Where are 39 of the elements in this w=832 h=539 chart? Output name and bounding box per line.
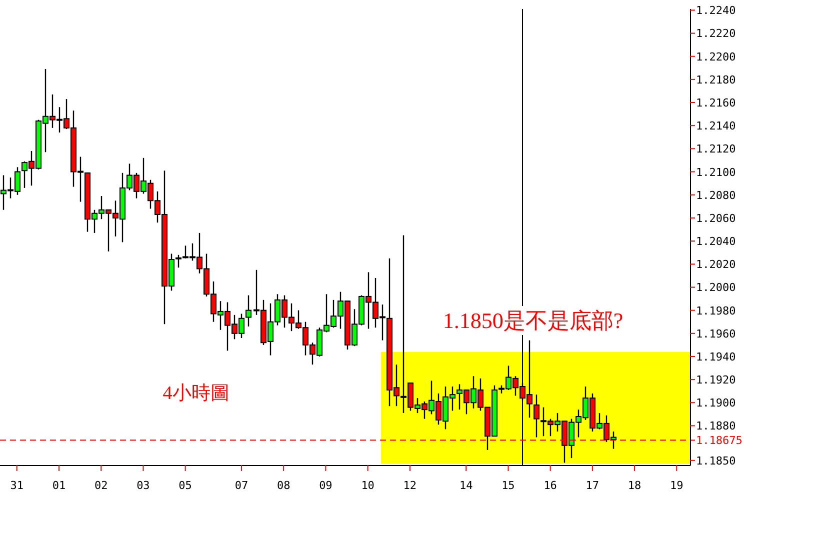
x-tick-label: 12 bbox=[403, 479, 417, 492]
x-tick-label: 19 bbox=[670, 479, 684, 492]
x-tick-label: 08 bbox=[276, 479, 290, 492]
x-tick-label: 05 bbox=[178, 479, 192, 492]
y-tick-label: 1.2060 bbox=[696, 212, 736, 225]
annotation: 1.1850是不是底部? bbox=[442, 308, 624, 333]
y-tick-label: 1.2200 bbox=[696, 50, 736, 64]
y-tick-label: 1.2160 bbox=[696, 96, 736, 110]
y-tick-label: 1.2220 bbox=[696, 27, 736, 40]
x-tick-label: 17 bbox=[586, 479, 600, 492]
y-tick-label: 1.1850 bbox=[696, 454, 736, 468]
y-tick-label: 1.2020 bbox=[696, 258, 736, 272]
x-tick-label: 10 bbox=[361, 479, 374, 492]
x-tick-label: 07 bbox=[234, 479, 248, 492]
x-tick-label: 15 bbox=[502, 479, 515, 492]
y-tick-label: 1.2040 bbox=[696, 235, 736, 248]
y-tick-label: 1.2100 bbox=[696, 166, 736, 179]
y-tick-label: 1.2240 bbox=[696, 4, 736, 18]
y-tick-label: 1.2080 bbox=[696, 188, 736, 202]
y-tick-label: 1.1940 bbox=[696, 350, 736, 364]
x-tick-label: 02 bbox=[94, 479, 108, 492]
annotation: 4小時圖 bbox=[162, 383, 230, 404]
y-tick-label: 1.2140 bbox=[696, 120, 736, 133]
x-tick-label: 01 bbox=[52, 479, 66, 492]
x-tick-label: 31 bbox=[10, 479, 24, 492]
x-tick-label: 03 bbox=[136, 479, 150, 492]
y-tick-label: 1.1960 bbox=[696, 327, 736, 340]
y-tick-label: 1.2000 bbox=[696, 281, 736, 294]
y-tick-label: 1.2180 bbox=[696, 73, 736, 86]
y-tick-label: 1.1880 bbox=[696, 420, 736, 433]
y-tick-label: 1.1980 bbox=[696, 304, 736, 318]
ref-line-label: 1.18675 bbox=[696, 434, 742, 448]
y-tick-label: 1.1920 bbox=[696, 374, 736, 387]
x-tick-label: 18 bbox=[628, 479, 642, 492]
x-tick-label: 14 bbox=[459, 479, 474, 492]
x-tick-label: 09 bbox=[319, 479, 332, 492]
y-tick-label: 1.1900 bbox=[696, 396, 736, 410]
y-tick-label: 1.2120 bbox=[696, 142, 736, 156]
x-tick-label: 16 bbox=[544, 479, 557, 492]
